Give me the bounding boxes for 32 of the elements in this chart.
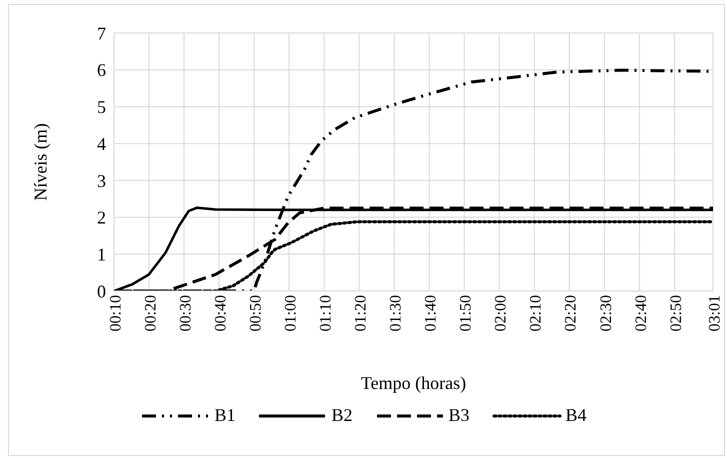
x-tick-label: 02:10 xyxy=(528,295,545,332)
y-tick-label: 5 xyxy=(97,97,106,118)
y-axis-title: Níveis (m) xyxy=(30,123,50,201)
x-tick-label: 01:40 xyxy=(422,295,440,332)
y-tick-label: 4 xyxy=(97,134,106,154)
legend-label: B3 xyxy=(448,405,470,426)
x-tick-label: 01:20 xyxy=(352,295,370,332)
y-tick-label: 7 xyxy=(97,23,106,44)
x-tick-label: 02:00 xyxy=(492,295,510,332)
y-tick-label: 2 xyxy=(97,208,106,228)
x-tick-label: 00:10 xyxy=(107,295,124,332)
x-tick-label: 02:50 xyxy=(668,295,685,332)
x-tick-label: 03:01 xyxy=(706,295,724,332)
legend-label: B2 xyxy=(331,405,352,426)
y-tick-label: 6 xyxy=(97,60,106,80)
y-tick-label: 3 xyxy=(97,170,106,191)
x-tick-label: 00:40 xyxy=(212,295,230,332)
x-tick-label: 00:20 xyxy=(142,295,160,332)
legend-label: B4 xyxy=(566,405,587,426)
x-tick-label: 02:30 xyxy=(598,295,615,332)
y-tick-label: 1 xyxy=(97,244,106,265)
x-tick-label: 02:20 xyxy=(562,295,580,332)
x-tick-label: 01:00 xyxy=(282,295,300,332)
x-tick-label: 00:50 xyxy=(247,295,264,332)
x-tick-label: 01:50 xyxy=(458,295,475,332)
legend-label: B1 xyxy=(214,405,236,426)
x-tick-label: 00:30 xyxy=(177,295,194,332)
x-tick-label: 02:40 xyxy=(632,295,650,332)
x-tick-label: 01:10 xyxy=(318,295,335,332)
x-tick-label: 01:30 xyxy=(388,295,405,332)
x-axis-title: Tempo (horas) xyxy=(360,373,466,393)
y-tick-label: 0 xyxy=(97,281,106,302)
